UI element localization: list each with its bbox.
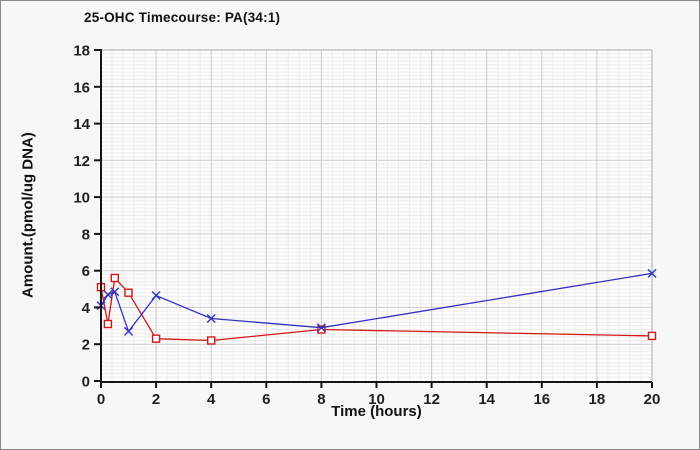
svg-text:20: 20 <box>644 391 661 408</box>
svg-text:8: 8 <box>82 226 90 243</box>
red-square-series-line <box>100 276 653 342</box>
chart-title: 25-OHC Timecourse: PA(34:1) <box>84 10 281 25</box>
svg-text:16: 16 <box>533 391 550 408</box>
svg-text:6: 6 <box>262 391 270 408</box>
y-axis-label: Amount.(pmol/ug DNA) <box>19 132 37 299</box>
svg-text:0: 0 <box>97 391 105 408</box>
y-tick-labels: 0 2 4 6 8 10 12 14 16 18 <box>73 43 90 391</box>
x-axis-label: Time (hours) <box>331 403 422 420</box>
svg-text:18: 18 <box>73 43 90 60</box>
svg-text:12: 12 <box>423 391 440 408</box>
svg-text:14: 14 <box>73 116 90 133</box>
svg-text:16: 16 <box>73 79 90 96</box>
svg-text:10: 10 <box>368 391 385 408</box>
svg-text:6: 6 <box>82 263 90 280</box>
svg-text:4: 4 <box>82 300 91 317</box>
axes <box>94 49 653 388</box>
svg-text:14: 14 <box>478 391 495 408</box>
x-tick-labels: 0 2 4 6 8 10 12 14 16 18 20 <box>97 391 661 408</box>
major-grid <box>101 50 652 381</box>
red-square-series-markers <box>96 273 657 345</box>
svg-text:12: 12 <box>73 153 90 170</box>
svg-text:4: 4 <box>207 391 216 408</box>
svg-text:2: 2 <box>82 337 90 354</box>
svg-text:18: 18 <box>589 391 606 408</box>
svg-text:2: 2 <box>152 391 160 408</box>
blue-cross-series-markers <box>96 268 657 336</box>
plot-frame <box>101 49 653 381</box>
svg-text:0: 0 <box>82 374 90 391</box>
svg-text:10: 10 <box>73 190 90 207</box>
svg-text:8: 8 <box>317 391 325 408</box>
